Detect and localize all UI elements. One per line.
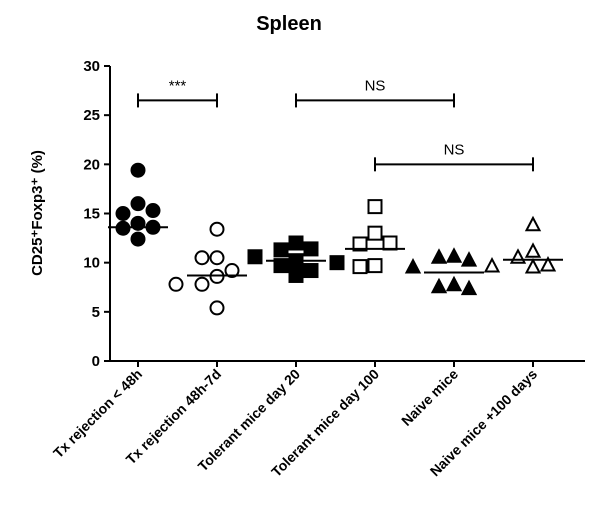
y-axis-label: CD25⁺Foxp3⁺ (%) xyxy=(29,150,46,276)
data-point-triangle xyxy=(524,242,542,258)
significance-label: *** xyxy=(169,77,187,94)
data-point-triangle xyxy=(539,256,557,272)
data-point-square xyxy=(247,249,263,265)
data-point-square xyxy=(382,235,398,251)
data-point-circle xyxy=(145,203,161,219)
data-point-circle xyxy=(194,250,210,266)
data-point-triangle xyxy=(524,215,542,232)
data-point-circle xyxy=(130,231,146,247)
data-point-circle xyxy=(194,276,210,292)
y-tick-label: 30 xyxy=(83,58,100,75)
data-point-square xyxy=(288,235,304,251)
data-point-square xyxy=(352,236,368,252)
y-tick-label: 10 xyxy=(83,255,100,272)
significance-annotations: *** NS NS xyxy=(137,77,534,172)
data-point-square xyxy=(367,258,383,274)
median-lines xyxy=(108,226,563,277)
data-point-square xyxy=(288,267,304,283)
y-tick-label: 25 xyxy=(83,107,100,124)
data-point-square xyxy=(367,199,383,215)
y-tick-label: 15 xyxy=(83,206,100,223)
data-point-triangle xyxy=(445,247,463,263)
data-point-circle xyxy=(115,206,131,221)
data-point-square xyxy=(303,241,319,257)
y-tick-label: 5 xyxy=(92,304,100,321)
data-point-circle xyxy=(130,196,146,212)
data-points xyxy=(115,162,557,316)
data-point-triangle xyxy=(460,251,478,267)
data-point-square xyxy=(303,263,319,279)
data-point-square xyxy=(352,259,368,275)
data-point-triangle xyxy=(445,275,463,292)
data-point-circle xyxy=(130,162,146,178)
data-point-square xyxy=(367,225,383,241)
data-point-triangle xyxy=(430,248,448,264)
data-point-triangle xyxy=(483,257,501,273)
data-point-square xyxy=(329,255,345,271)
data-point-circle xyxy=(168,276,184,292)
data-point-triangle xyxy=(460,279,478,296)
x-tick-label: Naive mice xyxy=(398,366,461,429)
chart-title: Spleen xyxy=(256,13,322,35)
data-point-triangle xyxy=(404,258,422,274)
data-point-triangle xyxy=(509,248,527,264)
data-point-square xyxy=(273,258,289,274)
data-point-circle xyxy=(209,221,225,237)
data-point-circle xyxy=(209,250,225,266)
y-tick-label: 0 xyxy=(92,353,100,370)
significance-label: NS xyxy=(444,141,465,158)
axes: 0 5 10 15 20 25 30 xyxy=(83,58,585,370)
y-tick-label: 20 xyxy=(83,156,100,173)
data-point-circle xyxy=(224,263,240,279)
data-point-circle xyxy=(209,300,225,316)
data-point-square xyxy=(273,242,289,258)
significance-label: NS xyxy=(365,77,386,94)
data-point-triangle xyxy=(430,277,448,294)
data-point-triangle xyxy=(524,258,542,274)
